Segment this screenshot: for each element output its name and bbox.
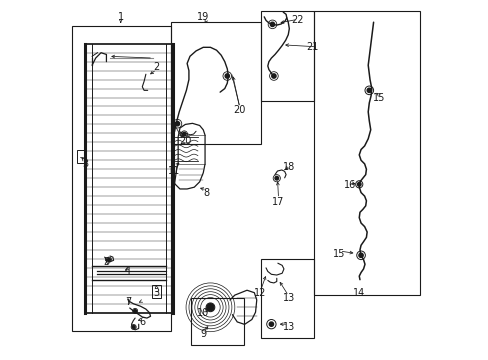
Text: 6: 6 bbox=[139, 317, 145, 327]
Bar bbox=[171, 22, 260, 144]
Text: 21: 21 bbox=[306, 42, 318, 52]
Text: 19: 19 bbox=[197, 12, 209, 22]
Text: 16: 16 bbox=[344, 180, 356, 190]
Circle shape bbox=[269, 322, 273, 326]
Text: 5: 5 bbox=[103, 257, 109, 267]
Bar bbox=[72, 26, 171, 330]
Circle shape bbox=[132, 325, 135, 328]
Circle shape bbox=[270, 22, 274, 27]
Text: 7: 7 bbox=[124, 297, 131, 307]
Text: 8: 8 bbox=[203, 188, 209, 198]
Text: 4: 4 bbox=[124, 266, 131, 276]
Text: 13: 13 bbox=[282, 322, 294, 332]
Circle shape bbox=[182, 132, 185, 136]
Circle shape bbox=[274, 176, 278, 180]
Circle shape bbox=[358, 253, 363, 257]
Circle shape bbox=[206, 304, 214, 311]
Text: 18: 18 bbox=[283, 162, 295, 172]
Text: 9: 9 bbox=[200, 329, 206, 339]
Circle shape bbox=[357, 183, 360, 186]
Text: 3: 3 bbox=[153, 288, 160, 298]
Circle shape bbox=[224, 74, 229, 78]
Text: 22: 22 bbox=[291, 15, 303, 26]
Bar bbox=[260, 12, 314, 101]
Circle shape bbox=[175, 122, 179, 126]
Text: 1: 1 bbox=[118, 12, 123, 22]
Text: 3: 3 bbox=[81, 159, 88, 169]
Bar bbox=[314, 12, 419, 295]
Circle shape bbox=[107, 258, 110, 261]
Text: 20: 20 bbox=[232, 105, 245, 115]
Bar bbox=[190, 298, 244, 345]
Text: 10: 10 bbox=[197, 308, 209, 318]
Text: 14: 14 bbox=[352, 288, 365, 298]
Text: 17: 17 bbox=[272, 197, 284, 207]
Text: 13: 13 bbox=[282, 293, 294, 303]
Text: 12: 12 bbox=[254, 288, 266, 298]
Text: 2: 2 bbox=[153, 62, 160, 72]
Circle shape bbox=[271, 74, 276, 78]
Text: 11: 11 bbox=[168, 166, 181, 176]
Circle shape bbox=[366, 88, 371, 93]
Bar bbox=[260, 259, 314, 338]
Text: 15: 15 bbox=[372, 93, 385, 103]
Text: 15: 15 bbox=[333, 248, 345, 258]
Circle shape bbox=[133, 310, 136, 312]
Text: 20: 20 bbox=[179, 136, 191, 145]
